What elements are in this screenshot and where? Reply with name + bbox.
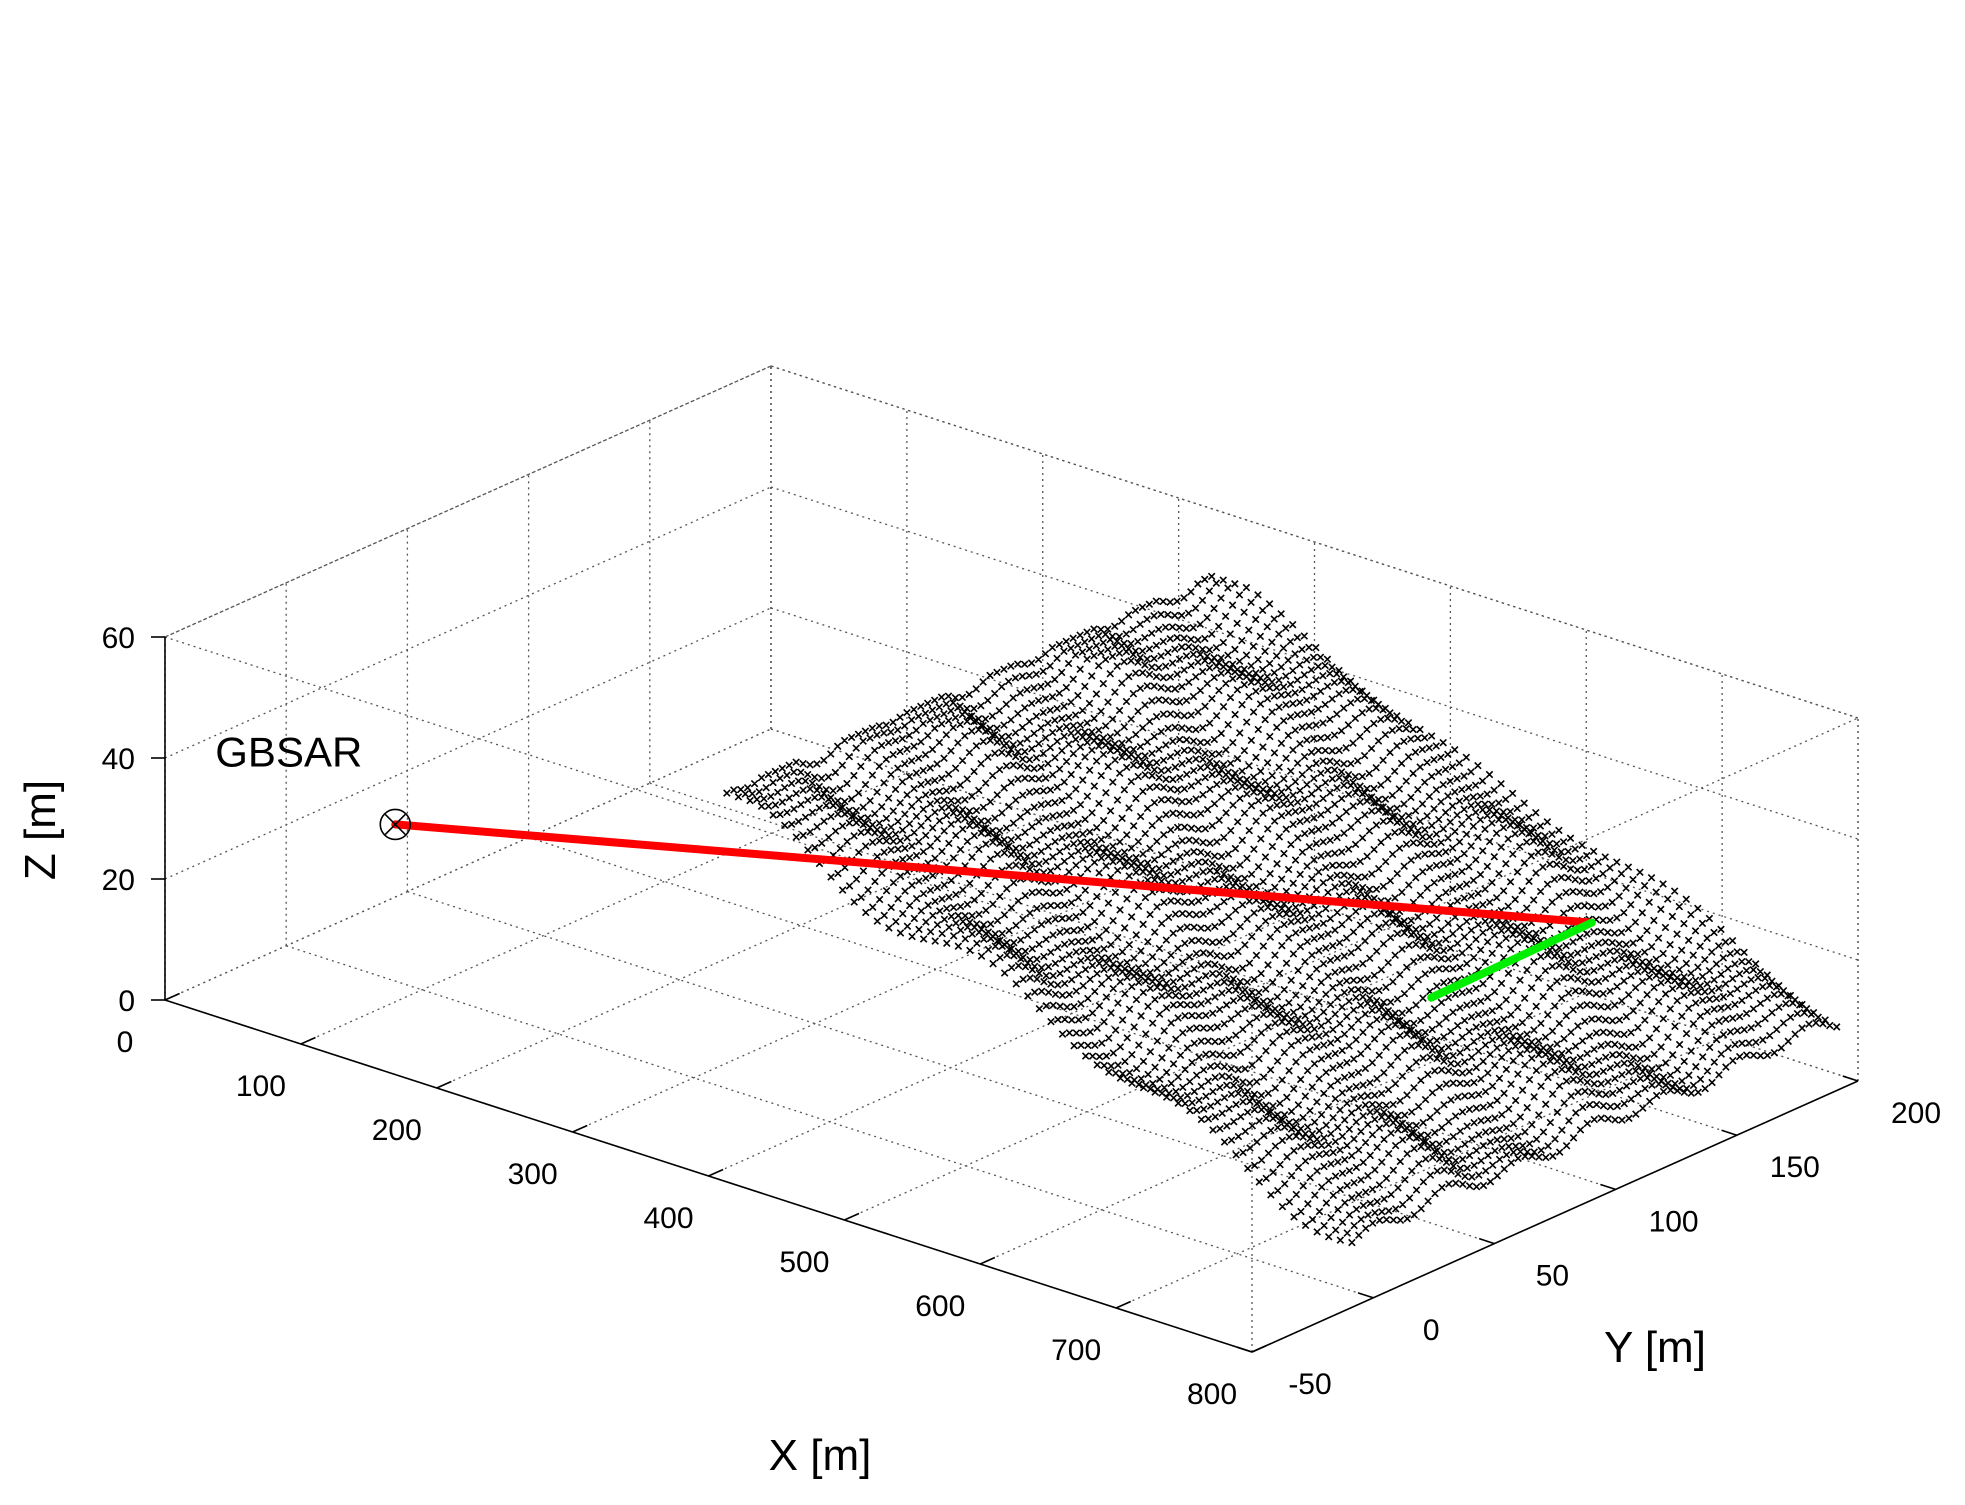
x-tick (979, 1256, 996, 1265)
terrain-profile (873, 677, 1366, 925)
terrain-profile (1301, 981, 1795, 1230)
x-tick (300, 1036, 316, 1045)
y-tick (1478, 1237, 1495, 1245)
gbsar-marker-cross (384, 813, 406, 835)
gbsar-label: GBSAR (215, 728, 362, 775)
grid-line (164, 607, 772, 880)
x-tick (436, 1080, 452, 1089)
slope-segment-line (1427, 918, 1596, 1002)
grid-line (164, 486, 772, 759)
x-tick-label: 0 (117, 1026, 134, 1059)
grid-line (285, 945, 1374, 1299)
y-tick (1236, 1346, 1253, 1353)
y-tick (1842, 1075, 1859, 1082)
terrain-profile (1313, 990, 1806, 1236)
annotations: GBSAR (215, 728, 412, 841)
box-edge (1251, 717, 1859, 990)
terrain-profile (1116, 853, 1609, 1084)
x-tick (572, 1124, 588, 1133)
terrain-profile (885, 685, 1378, 932)
z-tick-label: 0 (118, 985, 135, 1018)
grid-line (300, 772, 908, 1045)
x-tick-label: 800 (1187, 1378, 1237, 1411)
grid-line (770, 607, 1859, 961)
grid-line (1115, 1036, 1723, 1309)
x-tick (1251, 1344, 1267, 1353)
terrain-profile (1105, 847, 1598, 1078)
y-tick-label: 150 (1770, 1151, 1820, 1184)
terrain-profile (1243, 936, 1737, 1173)
y-tick-label: 100 (1649, 1205, 1699, 1238)
grid-line (436, 816, 1044, 1089)
y-tick-label: 50 (1536, 1260, 1569, 1293)
y-tick-label: 0 (1423, 1314, 1440, 1347)
x-tick-label: 600 (915, 1290, 965, 1323)
terrain-profile (943, 732, 1436, 948)
terrain-profile (757, 583, 1251, 811)
x-axis-label: X [m] (769, 1431, 872, 1480)
y-tick (1600, 1183, 1616, 1191)
terrain-profile (734, 576, 1228, 801)
x-tick-label: 200 (372, 1114, 422, 1147)
grid-line (528, 836, 1616, 1191)
terrain-profile (769, 591, 1262, 819)
grid-line (770, 486, 1859, 840)
terrain-profile (1093, 837, 1586, 1070)
grid-line (649, 782, 1738, 1136)
box-edge (164, 636, 1253, 990)
terrain-profile (989, 761, 1482, 972)
x-tick (708, 1168, 724, 1177)
x-tick-label: 400 (643, 1202, 693, 1235)
grid-line (572, 860, 1179, 1133)
z-tick-label: 40 (102, 743, 135, 776)
measurement-lines (391, 820, 1596, 1002)
grid-line (164, 728, 772, 1001)
line-of-sight-line (391, 820, 1596, 927)
grid-line (407, 890, 1495, 1245)
terrain-profile (954, 738, 1447, 950)
gbsar-marker (379, 808, 412, 841)
x-tick-label: 100 (236, 1070, 286, 1103)
x-tick-label: 300 (508, 1158, 558, 1191)
grid-line (708, 904, 1315, 1177)
terrain-profile (1024, 789, 1517, 1000)
y-axis-label: Y [m] (1604, 1323, 1706, 1372)
box-edge (770, 365, 1859, 719)
x-tick-label: 500 (779, 1246, 829, 1279)
x-tick (1115, 1300, 1132, 1309)
x-tick-label: 700 (1051, 1334, 1101, 1367)
y-tick (1721, 1129, 1738, 1136)
z-tick-label: 20 (102, 864, 135, 897)
terrain-profile (815, 632, 1309, 868)
z-axis-label: Z [m] (16, 780, 65, 880)
z-tick-label: 60 (102, 622, 135, 655)
y-tick-label: 200 (1891, 1097, 1941, 1130)
terrain-profile (723, 572, 1216, 797)
x-tick (844, 1212, 860, 1221)
box-edge (164, 365, 772, 638)
x-tick (164, 992, 180, 1001)
y-tick (1357, 1292, 1374, 1299)
y-axis-line (1251, 1080, 1859, 1353)
y-tick-label: -50 (1288, 1368, 1331, 1401)
terrain-surface (723, 572, 1841, 1247)
axis-labels: X [m] Y [m] Z [m] (16, 780, 1706, 1480)
